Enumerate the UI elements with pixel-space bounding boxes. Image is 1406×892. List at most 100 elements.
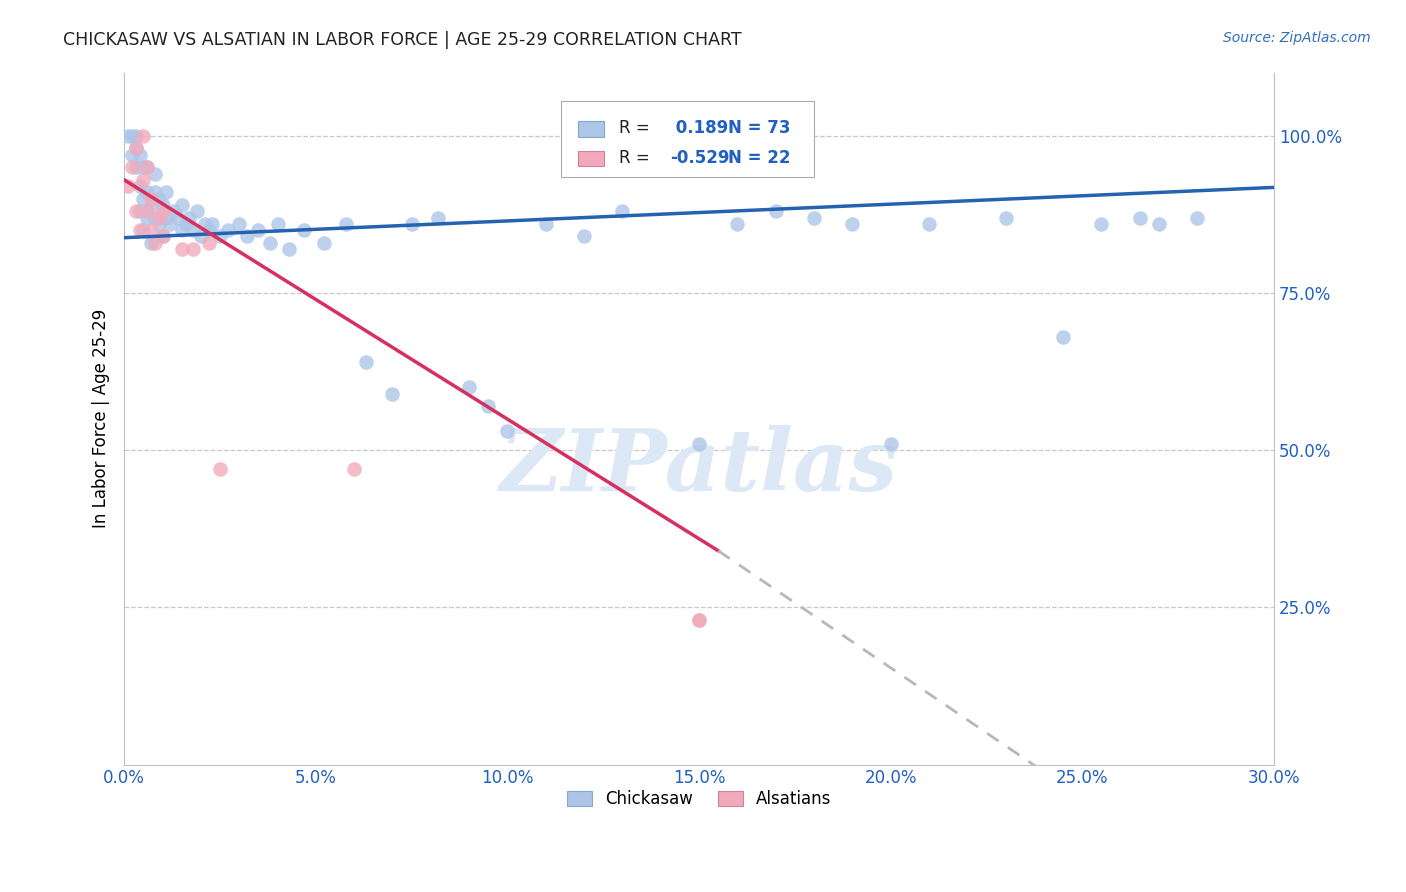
Point (148, 217, 170, 231)
Point (121, 128, 143, 143)
Point (179, 211, 201, 225)
Point (181, 242, 204, 256)
Text: Source: ZipAtlas.com: Source: ZipAtlas.com (1223, 31, 1371, 45)
Point (496, 425, 519, 439)
Point (125, 204, 148, 219)
Point (136, 161, 159, 175)
Point (381, 386, 404, 401)
Point (259, 235, 281, 250)
Point (139, 192, 162, 206)
Point (159, 217, 181, 231)
Point (217, 223, 239, 237)
Point (572, 229, 595, 244)
Point (143, 186, 166, 200)
Point (186, 204, 208, 219)
Point (427, 211, 450, 225)
Point (1052, 330, 1074, 344)
Point (236, 229, 259, 244)
Point (163, 204, 186, 219)
Point (121, 161, 143, 175)
Point (155, 186, 177, 200)
Point (208, 462, 231, 476)
Point (128, 179, 150, 194)
Point (155, 211, 177, 225)
Point (132, 128, 155, 143)
Point (918, 217, 941, 231)
Point (534, 217, 557, 231)
Point (152, 229, 174, 244)
Point (278, 242, 301, 256)
Point (354, 355, 377, 369)
Point (152, 229, 174, 244)
Point (128, 204, 150, 219)
FancyBboxPatch shape (578, 121, 603, 136)
Point (803, 211, 825, 225)
Point (1090, 217, 1112, 231)
Point (688, 613, 710, 627)
Point (152, 204, 174, 219)
Point (174, 217, 197, 231)
Point (181, 223, 204, 237)
Point (197, 235, 219, 250)
Point (125, 141, 148, 155)
Point (125, 141, 148, 155)
Text: -0.529: -0.529 (671, 149, 730, 167)
FancyBboxPatch shape (561, 101, 814, 177)
Text: N = 73: N = 73 (728, 120, 790, 137)
Point (152, 198, 174, 212)
Point (125, 161, 148, 175)
Text: ZIPatlas: ZIPatlas (501, 425, 898, 509)
Point (121, 147, 143, 161)
Point (148, 211, 170, 225)
Point (136, 211, 159, 225)
Point (117, 128, 139, 143)
Point (139, 223, 162, 237)
Y-axis label: In Labor Force | Age 25-29: In Labor Force | Age 25-29 (93, 310, 110, 528)
Point (148, 192, 170, 206)
Point (335, 217, 357, 231)
Point (128, 223, 150, 237)
Point (143, 211, 166, 225)
Point (228, 217, 250, 231)
Point (1187, 211, 1209, 225)
Point (170, 223, 193, 237)
Point (170, 242, 193, 256)
Text: CHICKASAW VS ALSATIAN IN LABOR FORCE | AGE 25-29 CORRELATION CHART: CHICKASAW VS ALSATIAN IN LABOR FORCE | A… (63, 31, 742, 49)
Point (201, 217, 224, 231)
Point (458, 380, 481, 394)
Point (136, 161, 159, 175)
Text: 0.189: 0.189 (671, 120, 728, 137)
Point (1147, 217, 1170, 231)
Point (139, 235, 162, 250)
Point (247, 223, 270, 237)
Point (194, 217, 217, 231)
Point (125, 128, 148, 143)
Point (266, 217, 288, 231)
Point (132, 223, 155, 237)
Point (132, 173, 155, 187)
Point (132, 192, 155, 206)
Legend: Chickasaw, Alsatians: Chickasaw, Alsatians (560, 784, 838, 815)
Point (136, 204, 159, 219)
Point (612, 204, 634, 219)
Point (312, 235, 335, 250)
Point (190, 229, 212, 244)
Point (143, 235, 166, 250)
Point (765, 204, 787, 219)
Point (167, 211, 190, 225)
Point (841, 217, 863, 231)
Point (688, 613, 710, 627)
Point (117, 179, 139, 194)
Point (994, 211, 1017, 225)
Text: N = 22: N = 22 (728, 149, 790, 167)
Point (143, 167, 166, 181)
Point (343, 462, 366, 476)
Point (128, 147, 150, 161)
FancyBboxPatch shape (578, 151, 603, 166)
Point (292, 223, 315, 237)
Point (477, 399, 499, 413)
Point (1129, 211, 1152, 225)
Text: R =: R = (619, 149, 650, 167)
Text: R =: R = (619, 120, 650, 137)
Point (879, 437, 901, 451)
